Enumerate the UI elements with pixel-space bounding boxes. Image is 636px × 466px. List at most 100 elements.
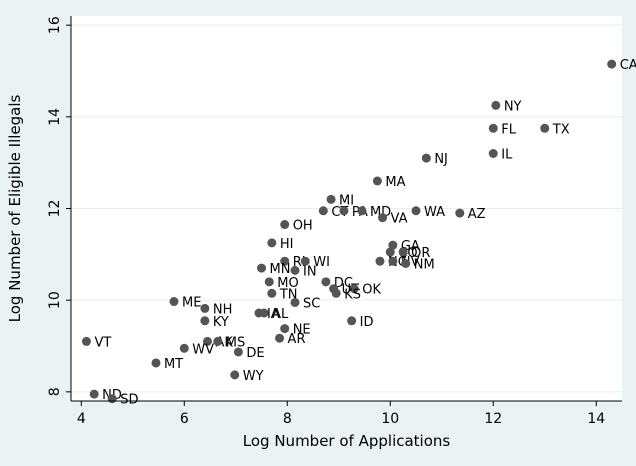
data-point — [151, 358, 161, 368]
data-point — [357, 206, 367, 216]
data-point — [401, 259, 411, 268]
point-label: NM — [414, 258, 435, 273]
point-label: IA — [267, 307, 280, 322]
point-label: ME — [182, 296, 201, 311]
data-point — [411, 206, 421, 216]
x-tick-label: 14 — [587, 411, 605, 427]
point-label: NJ — [434, 152, 448, 167]
data-point — [491, 100, 501, 110]
data-point — [375, 256, 385, 266]
data-point — [455, 208, 465, 218]
point-label: MA — [385, 175, 405, 190]
point-label: HI — [280, 237, 294, 252]
point-label: ID — [360, 315, 374, 330]
data-point — [230, 370, 240, 380]
point-label: OR — [411, 246, 430, 261]
data-point — [169, 297, 179, 307]
data-point — [275, 333, 285, 343]
point-label: WV — [192, 342, 214, 357]
data-point — [540, 123, 550, 133]
point-label: NH — [213, 302, 233, 317]
data-point — [339, 206, 349, 216]
data-point — [213, 336, 223, 346]
data-point — [347, 316, 357, 326]
point-label: KY — [213, 315, 229, 330]
data-point — [233, 347, 243, 357]
point-label: VA — [391, 212, 408, 227]
data-point — [488, 149, 498, 158]
point-label: CA — [620, 58, 636, 73]
point-label: SD — [120, 393, 138, 408]
data-point — [267, 238, 277, 248]
y-tick-label: 12 — [47, 200, 63, 218]
data-point — [280, 256, 290, 266]
data-point — [107, 394, 117, 404]
data-point — [398, 247, 408, 257]
data-point — [326, 194, 336, 204]
data-point — [179, 343, 189, 353]
data-point — [280, 220, 290, 230]
point-label: MS — [226, 335, 245, 350]
y-tick-label: 8 — [47, 387, 63, 396]
point-label: WY — [243, 369, 264, 384]
data-point — [200, 316, 210, 326]
point-label: MI — [339, 193, 354, 208]
y-axis-title: Log Number of Eligible Illegals — [6, 94, 24, 322]
point-label: AZ — [468, 207, 486, 222]
data-point — [259, 308, 269, 318]
data-point — [318, 206, 328, 216]
data-point — [300, 256, 310, 266]
point-label: DE — [246, 346, 264, 361]
x-tick-label: 8 — [283, 411, 292, 427]
data-point — [385, 247, 395, 257]
point-label: AR — [288, 332, 306, 347]
point-label: OK — [362, 283, 381, 298]
point-label: WI — [313, 255, 330, 270]
point-label: IL — [501, 148, 513, 163]
data-point — [290, 297, 300, 307]
point-label: IN — [303, 264, 317, 279]
point-label: NE — [293, 323, 311, 338]
point-label: NY — [504, 99, 522, 114]
data-point — [89, 389, 99, 399]
data-point — [290, 265, 300, 275]
data-point — [321, 277, 331, 287]
data-point — [388, 256, 398, 266]
x-tick-label: 4 — [77, 411, 86, 427]
point-label: DC — [334, 276, 353, 291]
data-point — [488, 123, 498, 133]
y-tick-label: 14 — [47, 108, 63, 126]
data-point — [372, 176, 382, 186]
point-label: WA — [424, 205, 445, 220]
data-point — [200, 303, 210, 313]
point-label: VT — [94, 335, 111, 350]
data-point — [264, 277, 274, 287]
data-point — [267, 288, 277, 298]
point-label: FL — [501, 122, 516, 137]
x-tick-label: 6 — [180, 411, 189, 427]
point-label: AL — [272, 307, 289, 322]
y-tick-label: 16 — [47, 16, 63, 34]
data-point — [202, 336, 212, 346]
x-tick-label: 12 — [484, 411, 502, 427]
point-label: MT — [164, 357, 183, 372]
data-point — [378, 213, 388, 223]
x-tick-label: 10 — [381, 411, 399, 427]
data-point — [280, 324, 290, 334]
x-axis-title: Log Number of Applications — [243, 432, 451, 450]
y-tick-label: 10 — [47, 291, 63, 309]
data-point — [388, 240, 398, 250]
data-point — [257, 263, 267, 273]
point-label: MN — [270, 262, 291, 277]
point-label: OH — [293, 219, 313, 234]
data-point — [421, 153, 431, 163]
point-label: SC — [303, 296, 320, 311]
data-point — [331, 288, 341, 298]
data-point — [81, 336, 91, 346]
axes: 4 6 8 10 12 14 8 10 12 14 16 — [47, 16, 622, 427]
point-label: KS — [344, 287, 361, 302]
data-point — [607, 59, 617, 69]
point-label: TX — [552, 122, 570, 137]
data-point — [349, 284, 359, 294]
